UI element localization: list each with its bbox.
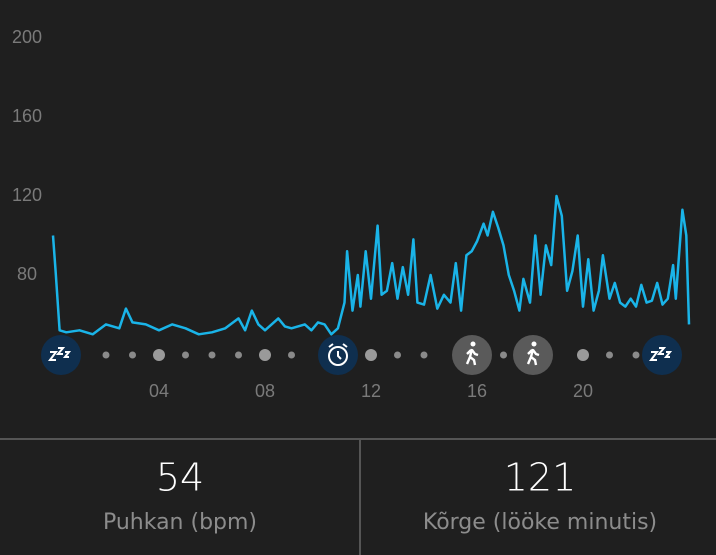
- timeline-dot: [259, 349, 271, 361]
- x-tick-label: 12: [361, 381, 381, 401]
- timeline-dot: [153, 349, 165, 361]
- x-tick-label: 04: [149, 381, 169, 401]
- timeline-dot: [577, 349, 589, 361]
- resting-label: Puhkan (bpm): [103, 510, 257, 535]
- timeline-dot: [500, 351, 507, 359]
- walk-icon: [452, 335, 492, 375]
- walk-icon: [513, 335, 553, 375]
- timeline-dot: [208, 351, 216, 359]
- timeline-dot: [420, 351, 428, 359]
- timeline-dot: [102, 351, 110, 359]
- timeline-dot: [365, 349, 377, 361]
- high-value: 121: [504, 456, 577, 500]
- timeline-dot: [606, 351, 613, 359]
- resting-value: 54: [156, 456, 204, 500]
- x-tick-label: 08: [255, 381, 275, 401]
- y-tick-label: 160: [12, 106, 42, 126]
- alarm-icon: [318, 335, 358, 375]
- timeline-dot: [182, 351, 189, 359]
- y-tick-label: 200: [12, 27, 42, 47]
- y-tick-label: 80: [17, 264, 37, 284]
- heart-rate-line: [51, 194, 691, 336]
- timeline-dot: [288, 351, 295, 359]
- sleep-icon: [41, 335, 81, 375]
- x-tick-label: 20: [573, 381, 593, 401]
- timeline-dot: [394, 351, 401, 359]
- timeline-dot: [632, 351, 640, 359]
- timeline-dot: [235, 351, 242, 359]
- x-tick-label: 16: [467, 381, 487, 401]
- sleep-icon: [642, 335, 682, 375]
- high-label: Kõrge (lööke minutis): [423, 510, 657, 535]
- timeline-dots: [102, 349, 640, 361]
- y-tick-label: 120: [12, 185, 42, 205]
- timeline-dot: [129, 351, 136, 359]
